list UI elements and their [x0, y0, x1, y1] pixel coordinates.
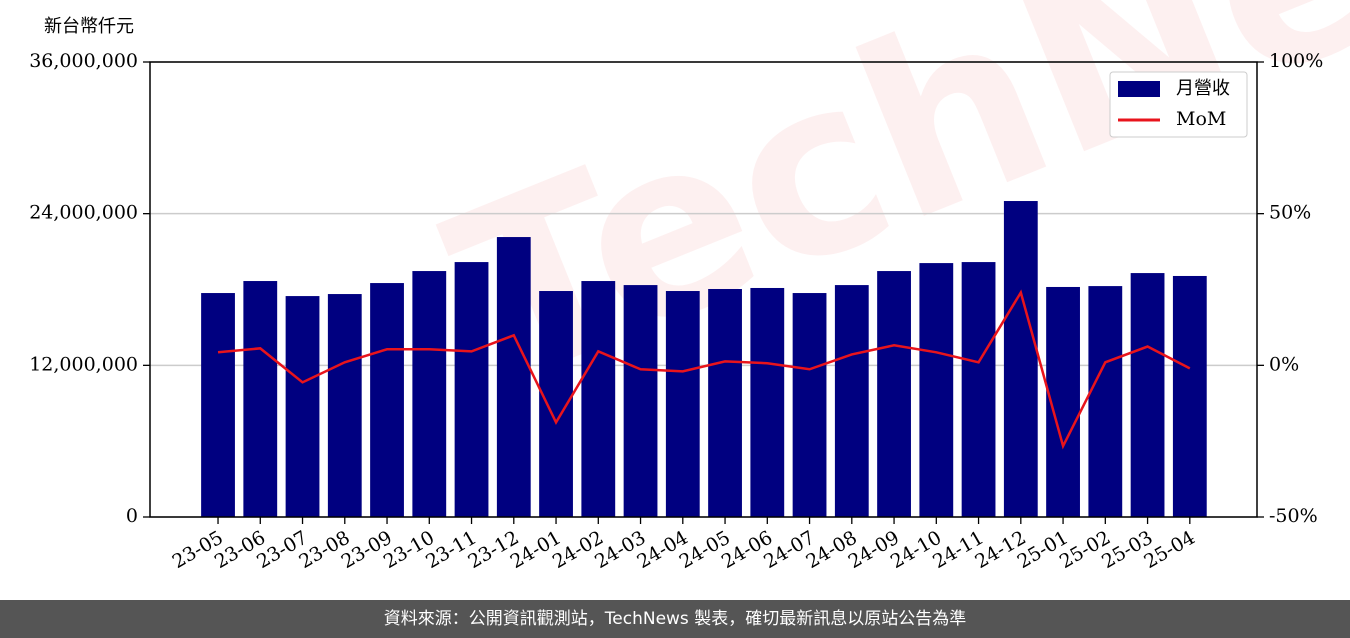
bar	[919, 263, 954, 517]
bar	[1130, 273, 1165, 517]
legend-label: MoM	[1176, 108, 1226, 130]
bar	[1088, 286, 1123, 517]
bar	[201, 293, 235, 517]
y-tick-label: 0	[126, 505, 138, 527]
bar	[412, 271, 447, 517]
bar	[623, 285, 658, 517]
bar	[243, 281, 278, 517]
bar	[877, 271, 911, 517]
y2-tick-label: 0%	[1269, 353, 1299, 375]
y2-tick-label: -50%	[1269, 505, 1318, 527]
bar	[792, 293, 827, 517]
bar	[496, 237, 531, 517]
bar	[370, 283, 404, 517]
bar	[708, 288, 742, 517]
bar	[834, 285, 869, 517]
bar	[285, 296, 320, 517]
line	[217, 289, 1191, 450]
y-tick-label: 36,000,000	[29, 50, 138, 72]
legend-swatch	[1118, 81, 1160, 97]
y2-tick-label: 100%	[1269, 50, 1323, 72]
bar	[454, 262, 489, 517]
bar	[327, 294, 362, 517]
plot-frame	[149, 61, 1258, 518]
legend-label: 月營收	[1176, 78, 1230, 99]
y-tick-label: 24,000,000	[29, 202, 138, 224]
bar	[665, 291, 700, 517]
footer: 資料來源：公開資訊觀測站，TechNews 製表，確切最新訊息以原站公告為準	[384, 609, 966, 629]
y-tick-label: 12,000,000	[29, 353, 138, 375]
y-axis-label: 新台幣仟元	[44, 16, 134, 37]
bar	[961, 262, 996, 517]
y2-tick-label: 50%	[1269, 202, 1311, 224]
bar	[750, 287, 785, 517]
bar	[581, 281, 616, 517]
bar	[1003, 201, 1038, 517]
bar	[1172, 275, 1207, 517]
footer-bar	[0, 600, 1350, 638]
